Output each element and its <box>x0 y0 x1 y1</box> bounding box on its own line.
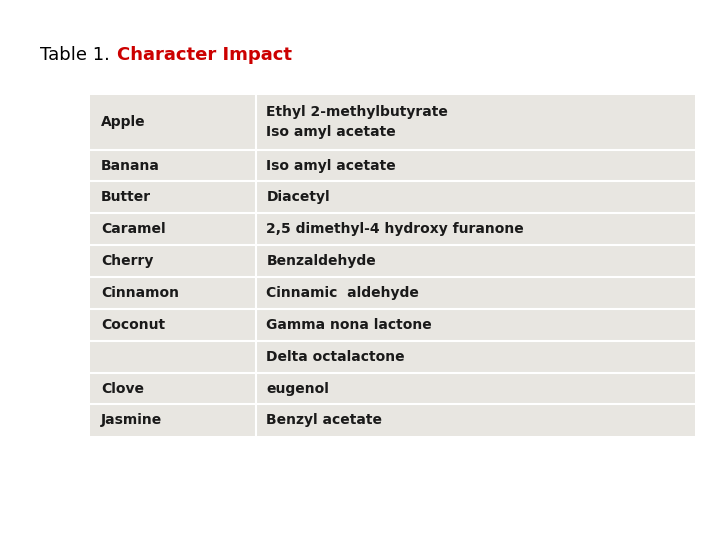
Text: Benzyl acetate: Benzyl acetate <box>266 414 382 427</box>
Text: Gamma nona lactone: Gamma nona lactone <box>266 318 432 332</box>
Text: Butter: Butter <box>101 191 151 204</box>
Text: Iso amyl acetate: Iso amyl acetate <box>266 125 396 139</box>
Text: Apple: Apple <box>101 115 145 129</box>
Text: Cherry: Cherry <box>101 254 153 268</box>
Text: Character Impact: Character Impact <box>117 46 292 64</box>
Text: Coconut: Coconut <box>101 318 165 332</box>
Text: eugenol: eugenol <box>266 382 329 395</box>
Text: 2,5 dimethyl-4 hydroxy furanone: 2,5 dimethyl-4 hydroxy furanone <box>266 222 524 236</box>
Text: Ethyl 2-methylbutyrate: Ethyl 2-methylbutyrate <box>266 105 449 119</box>
Text: Clove: Clove <box>101 382 144 395</box>
Text: Diacetyl: Diacetyl <box>266 191 330 204</box>
Text: Iso amyl acetate: Iso amyl acetate <box>266 159 396 172</box>
Text: Caramel: Caramel <box>101 222 166 236</box>
Text: Delta octalactone: Delta octalactone <box>266 350 405 363</box>
Text: Banana: Banana <box>101 159 160 172</box>
Text: Table 1.: Table 1. <box>40 46 115 64</box>
Text: Cinnamic  aldehyde: Cinnamic aldehyde <box>266 286 419 300</box>
Text: Cinnamon: Cinnamon <box>101 286 179 300</box>
Text: Benzaldehyde: Benzaldehyde <box>266 254 376 268</box>
Text: Jasmine: Jasmine <box>101 414 162 427</box>
